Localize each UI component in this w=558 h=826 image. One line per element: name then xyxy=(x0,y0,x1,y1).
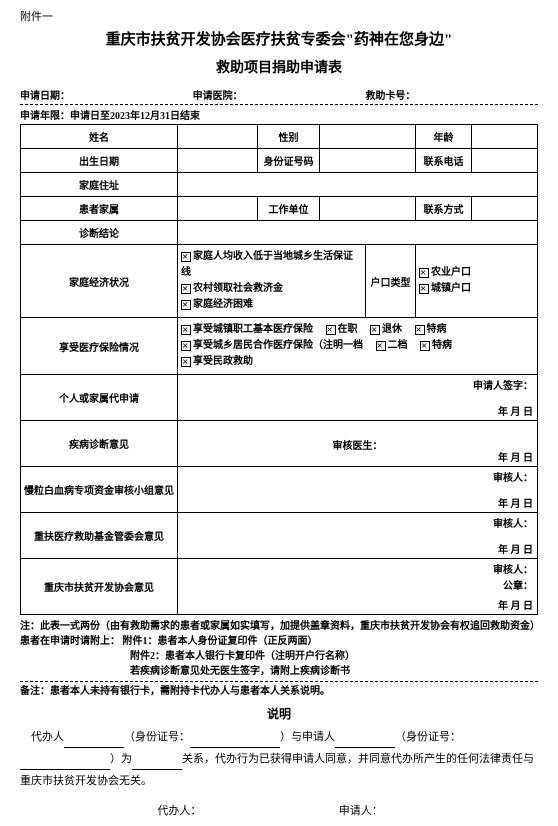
header-row: 申请日期： 申请医院： 救助卡号： xyxy=(20,87,538,102)
label-diag: 诊断结论 xyxy=(21,221,178,245)
label-hukou: 户口类型 xyxy=(366,245,416,318)
applicant-id-blank[interactable] xyxy=(20,756,110,770)
apply-date-label: 申请日期： xyxy=(20,87,193,102)
attachment-label: 附件一 xyxy=(20,8,538,24)
note-line-3: 附件2：患者本人银行卡复印件（注明开户行名称） xyxy=(20,649,538,664)
notes-block: 注：此表一式两份（由有救助需求的患者或家属如实填写，加提供盖章资料，重庆市扶贫开… xyxy=(20,619,538,679)
fundop-reviewer-label: 审核人： xyxy=(493,469,533,484)
agent-name-blank[interactable] xyxy=(64,734,124,748)
field-fundop[interactable]: 审核人： 年 月 日 xyxy=(178,467,538,513)
field-contact[interactable] xyxy=(472,197,538,221)
seal-label: 公章： xyxy=(503,577,533,592)
label-docop: 疾病诊断意见 xyxy=(21,421,178,467)
mgmtop-reviewer-label: 审核人： xyxy=(493,515,533,530)
label-econ: 家庭经济状况 xyxy=(21,245,178,318)
field-mgmtop[interactable]: 审核人： 年 月 日 xyxy=(178,513,538,559)
insurance-options[interactable]: 享受城镇职工基本医疗保险 在职 退休 特病 享受城乡居民合作医疗保险（注明一档 … xyxy=(178,318,538,375)
agent-sig-label: 代办人： xyxy=(20,802,339,818)
field-phone[interactable] xyxy=(472,149,538,173)
label-age: 年龄 xyxy=(416,125,472,149)
field-apply[interactable]: 申请人签字： 年 月 日 xyxy=(178,375,538,421)
field-name[interactable] xyxy=(178,125,258,149)
examiner-label: 审核医生： xyxy=(181,437,534,452)
label-family: 患者家属 xyxy=(21,197,178,221)
label-name: 姓名 xyxy=(21,125,178,149)
field-family[interactable] xyxy=(178,197,258,221)
signature-row: 代办人： 申请人： xyxy=(20,802,538,818)
field-idno[interactable] xyxy=(320,149,416,173)
validity-label: 申请年限：申请日至2023年12月31日结束 xyxy=(20,107,538,122)
application-table: 姓名 性别 年龄 出生日期 身份证号码 联系电话 家庭住址 患者家属 工作单位 … xyxy=(20,124,538,615)
label-phone: 联系电话 xyxy=(416,149,472,173)
aid-card-label: 救助卡号： xyxy=(365,87,538,102)
explain-title: 说明 xyxy=(20,705,538,722)
page-title-1: 重庆市扶贫开发协会医疗扶贫专委会"药神在您身边" xyxy=(20,28,538,49)
relation-blank[interactable] xyxy=(132,756,182,770)
label-addr: 家庭住址 xyxy=(21,173,178,197)
note-line-4: 若疾病诊断意见处无医生签字，请附上疾病诊断书 xyxy=(20,664,538,679)
field-age[interactable] xyxy=(472,125,538,149)
docop-sig-date: 年 月 日 xyxy=(498,449,533,464)
mgmtop-sig-date: 年 月 日 xyxy=(498,541,533,556)
explain-body: 代办人（身份证号：）与申请人（身份证号： ）为关系，代办行为已获得申请人同意，并… xyxy=(20,726,538,792)
hukou-options[interactable]: 农业户口 城镇户口 xyxy=(416,245,538,318)
label-assocop: 重庆市扶贫开发协会意见 xyxy=(21,559,178,615)
apply-hospital-label: 申请医院： xyxy=(193,87,366,102)
field-diag[interactable] xyxy=(178,221,538,245)
applicant-sig-label: 申请人签字： xyxy=(473,377,533,392)
applicant-sig-date: 年 月 日 xyxy=(498,403,533,418)
dash-separator-1 xyxy=(20,104,538,105)
label-apply: 个人或家属代申请 xyxy=(21,375,178,421)
fundop-sig-date: 年 月 日 xyxy=(498,495,533,510)
note-line-5: 备注：患者本人未持有银行卡，需附持卡代办人与患者本人关系说明。 xyxy=(20,684,538,699)
label-idno: 身份证号码 xyxy=(258,149,320,173)
field-birth[interactable] xyxy=(178,149,258,173)
page-title-2: 救助项目捐助申请表 xyxy=(20,57,538,77)
note-line-1: 注：此表一式两份（由有救助需求的患者或家属如实填写，加提供盖章资料，重庆市扶贫开… xyxy=(20,619,538,634)
label-sex: 性别 xyxy=(258,125,320,149)
label-fundop: 慢粒白血病专项资金审核小组意见 xyxy=(21,467,178,513)
field-assocop[interactable]: 审核人： 公章： 年 月 日 xyxy=(178,559,538,615)
assocop-sig-date: 年 月 日 xyxy=(498,597,533,612)
field-addr[interactable] xyxy=(178,173,538,197)
field-sex[interactable] xyxy=(320,125,416,149)
label-contact: 联系方式 xyxy=(416,197,472,221)
note-line-2: 患者在申请时请附上： 附件1：患者本人身份证复印件（正反两面） xyxy=(20,634,538,649)
agent-id-blank[interactable] xyxy=(190,734,280,748)
field-docop[interactable]: 审核医生： 年 月 日 xyxy=(178,421,538,467)
econ-options[interactable]: 家庭人均收入低于当地城乡生活保证线 农村领取社会救济金 家庭经济困难 xyxy=(178,245,366,318)
field-work[interactable] xyxy=(320,197,416,221)
assocop-reviewer-label: 审核人： xyxy=(493,561,533,576)
label-mgmtop: 重扶医疗救助基金管委会意见 xyxy=(21,513,178,559)
label-birth: 出生日期 xyxy=(21,149,178,173)
dash-separator-2 xyxy=(20,681,538,682)
applicant-sig-label-2: 申请人： xyxy=(339,802,538,818)
label-insurance: 享受医疗保险情况 xyxy=(21,318,178,375)
label-work: 工作单位 xyxy=(258,197,320,221)
applicant-name-blank[interactable] xyxy=(335,734,395,748)
